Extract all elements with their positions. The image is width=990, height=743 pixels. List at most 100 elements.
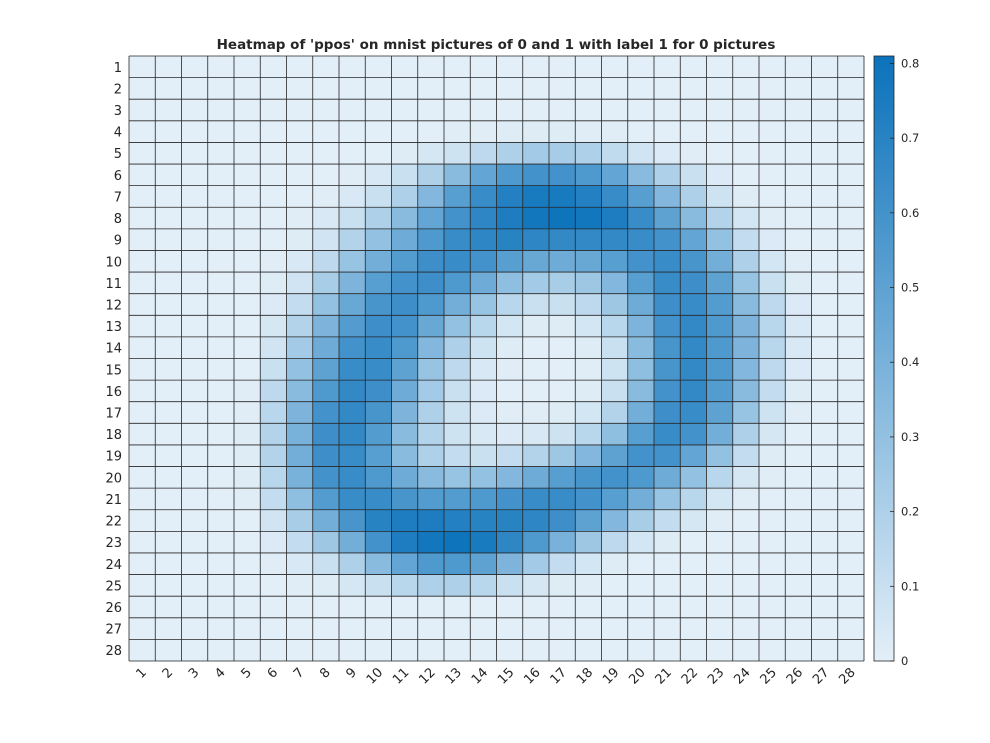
heatmap-cell — [129, 401, 156, 424]
heatmap-cell — [286, 207, 314, 230]
heatmap-cell — [811, 315, 839, 338]
y-tick-label: 2 — [114, 82, 122, 97]
colorbar-tick-label: 0.3 — [901, 430, 919, 444]
heatmap-cell — [759, 120, 786, 143]
heatmap-cell — [627, 250, 655, 273]
heatmap-cell — [522, 250, 550, 273]
heatmap-cell — [207, 423, 235, 446]
heatmap-cell — [496, 120, 524, 143]
heatmap-cell — [207, 639, 235, 662]
heatmap-cell — [391, 99, 419, 122]
heatmap-cell — [129, 272, 156, 295]
heatmap-cell — [470, 228, 497, 251]
heatmap-cell — [785, 185, 812, 208]
y-tick-label: 6 — [114, 169, 122, 184]
heatmap-cell — [837, 164, 865, 187]
heatmap-cell — [444, 120, 471, 143]
heatmap-cell — [365, 509, 392, 532]
heatmap-cell — [417, 552, 445, 576]
heatmap-cell — [575, 639, 602, 662]
heatmap-cell — [732, 120, 760, 143]
heatmap-cell — [522, 444, 550, 468]
heatmap-cell — [706, 142, 734, 165]
x-tick-label: 11 — [390, 665, 412, 687]
heatmap-cell — [181, 380, 209, 403]
heatmap-cell — [627, 315, 655, 338]
heatmap-cell — [575, 336, 602, 359]
heatmap-cell — [837, 315, 865, 338]
heatmap-cell — [706, 207, 734, 230]
heatmap-cell — [837, 228, 865, 251]
heatmap-cell — [417, 617, 445, 640]
heatmap-cell — [234, 509, 261, 532]
x-tick-label: 19 — [600, 665, 622, 687]
heatmap-cell — [181, 401, 209, 424]
heatmap-cell — [522, 552, 550, 576]
heatmap-cell — [391, 207, 419, 230]
heatmap-cell — [312, 336, 340, 359]
heatmap-cell — [207, 185, 235, 208]
heatmap-cell — [601, 358, 629, 381]
heatmap-cell — [234, 56, 261, 79]
heatmap-cell — [286, 228, 314, 251]
heatmap-cell — [627, 509, 655, 532]
heatmap-cell — [260, 509, 287, 532]
heatmap-cell — [155, 444, 182, 468]
heatmap-cell — [575, 531, 602, 554]
colorbar-tick-label: 0.2 — [901, 505, 919, 519]
heatmap-cell — [575, 488, 602, 511]
heatmap-cell — [706, 639, 734, 662]
heatmap-cell — [286, 250, 314, 273]
heatmap-cell — [312, 56, 340, 79]
heatmap-cell — [680, 293, 707, 316]
heatmap-cell — [339, 531, 366, 554]
heatmap-cell — [417, 272, 445, 295]
heatmap-cell — [155, 380, 182, 403]
heatmap-cell — [522, 293, 550, 316]
heatmap-cell — [706, 531, 734, 554]
heatmap-cell — [129, 531, 156, 554]
heatmap-cell — [549, 142, 576, 165]
y-tick-label: 11 — [105, 277, 122, 292]
heatmap-cell — [811, 401, 839, 424]
heatmap-cell — [837, 444, 865, 468]
heatmap-cell — [391, 272, 419, 295]
heatmap-cell — [680, 250, 707, 273]
heatmap-cell — [444, 272, 471, 295]
heatmap-cell — [444, 596, 471, 619]
heatmap-cell — [181, 250, 209, 273]
heatmap-cell — [339, 142, 366, 165]
heatmap-cell — [732, 401, 760, 424]
heatmap-cell — [549, 272, 576, 295]
y-tick-label: 8 — [114, 212, 122, 227]
heatmap-cell — [706, 617, 734, 640]
heatmap-cell — [811, 380, 839, 403]
heatmap-cell — [207, 617, 235, 640]
heatmap-cell — [129, 444, 156, 468]
heatmap-cell — [601, 77, 629, 100]
heatmap-cell — [260, 77, 287, 100]
heatmap-cell — [365, 120, 392, 143]
heatmap-cell — [785, 574, 812, 597]
heatmap-cell — [706, 272, 734, 295]
heatmap-cell — [601, 272, 629, 295]
heatmap-cell — [470, 444, 497, 468]
heatmap-cell — [549, 120, 576, 143]
heatmap-cell — [207, 380, 235, 403]
heatmap-cell — [496, 509, 524, 532]
heatmap-cell — [207, 596, 235, 619]
heatmap-cell — [680, 99, 707, 122]
heatmap-cell — [785, 315, 812, 338]
heatmap-cell — [181, 488, 209, 511]
heatmap-cell — [260, 423, 287, 446]
heatmap-cell — [155, 207, 182, 230]
heatmap-cell — [706, 444, 734, 468]
heatmap-cell — [470, 423, 497, 446]
heatmap-cell — [680, 358, 707, 381]
heatmap-cell — [759, 358, 786, 381]
heatmap-cell — [522, 56, 550, 79]
heatmap-cell — [785, 639, 812, 662]
heatmap-cell — [286, 639, 314, 662]
heatmap-cell — [837, 574, 865, 597]
heatmap-cell — [339, 228, 366, 251]
